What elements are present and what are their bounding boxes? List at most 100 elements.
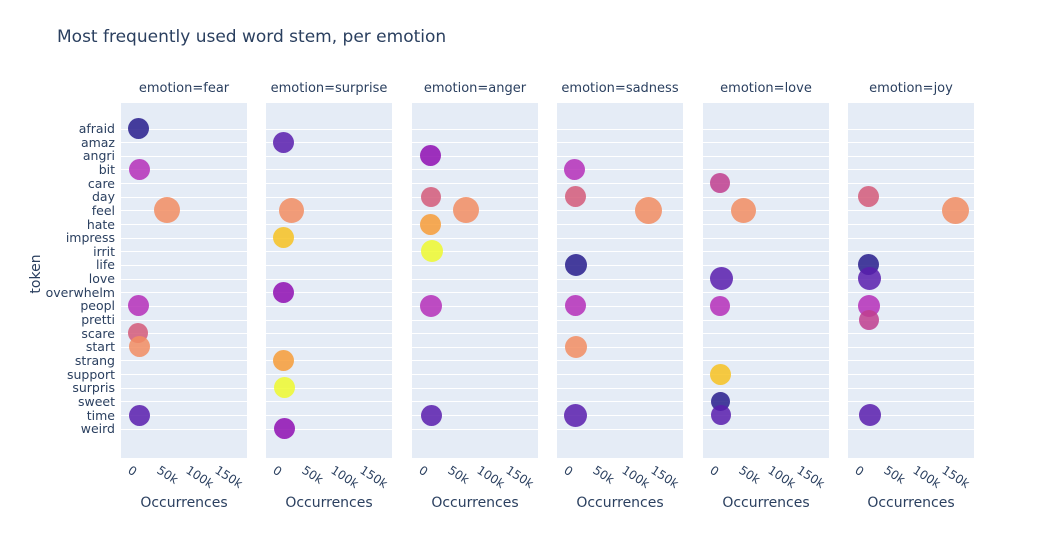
gridline: [412, 360, 538, 362]
gridline: [412, 169, 538, 171]
point-joy-pretti[interactable]: [859, 309, 880, 330]
y-tick-label-afraid: afraid: [78, 121, 115, 136]
gridline: [412, 428, 538, 430]
point-anger-hate[interactable]: [420, 213, 442, 235]
point-fear-feel[interactable]: [153, 197, 180, 224]
point-joy-day[interactable]: [858, 186, 880, 208]
gridline: [703, 237, 829, 239]
x-tick-label-fear-100k: 100k: [183, 463, 217, 492]
point-sadness-day[interactable]: [565, 186, 587, 208]
facet-title-surprise: emotion=surprise: [270, 81, 388, 96]
gridline: [848, 401, 974, 403]
y-tick-label-surpris: surpris: [72, 380, 115, 396]
point-love-care[interactable]: [710, 173, 731, 194]
gridline: [266, 346, 392, 348]
facet-panel-fear[interactable]: [121, 103, 247, 458]
gridline: [557, 224, 683, 225]
point-surprise-surpris[interactable]: [273, 377, 295, 399]
gridline: [121, 155, 247, 157]
x-axis-title-sadness: Occurrences: [576, 495, 664, 511]
point-surprise-strang[interactable]: [273, 349, 295, 371]
point-sadness-peopl[interactable]: [564, 295, 586, 317]
gridline: [412, 278, 538, 280]
point-fear-bit[interactable]: [128, 158, 150, 180]
point-surprise-feel[interactable]: [279, 197, 305, 223]
gridline: [848, 428, 974, 430]
gridline: [848, 210, 974, 212]
point-sadness-bit[interactable]: [564, 158, 586, 180]
gridline: [266, 428, 392, 430]
point-surprise-amaz[interactable]: [273, 131, 295, 153]
x-tick-label-sadness-50k: 50k: [590, 463, 617, 487]
gridline: [121, 387, 247, 389]
point-surprise-weird[interactable]: [273, 418, 295, 440]
gridline: [266, 183, 392, 185]
point-sadness-life[interactable]: [564, 253, 587, 276]
point-fear-peopl[interactable]: [128, 295, 150, 317]
facet-panel-anger[interactable]: [412, 103, 538, 458]
point-anger-angri[interactable]: [420, 145, 442, 167]
point-love-support[interactable]: [709, 363, 731, 385]
gridline: [412, 183, 538, 185]
point-fear-time[interactable]: [128, 404, 150, 426]
point-joy-love[interactable]: [858, 267, 882, 291]
x-axis-title-joy: Occurrences: [867, 495, 955, 511]
gridline: [412, 374, 538, 376]
point-anger-day[interactable]: [420, 186, 441, 207]
gridline: [557, 305, 683, 307]
gridline: [266, 169, 392, 171]
y-tick-label-amaz: amaz: [80, 134, 115, 150]
point-fear-start[interactable]: [128, 336, 150, 358]
gridline: [121, 196, 247, 198]
point-joy-feel[interactable]: [942, 196, 970, 224]
point-love-love[interactable]: [710, 267, 734, 291]
gridline: [703, 264, 829, 266]
gridline: [848, 278, 974, 280]
gridline: [557, 292, 683, 294]
facet-panel-love[interactable]: [703, 103, 829, 458]
gridline: [121, 264, 247, 266]
gridline: [703, 305, 829, 307]
y-tick-label-impress: impress: [65, 230, 115, 246]
x-tick-label-love-0: 0: [707, 463, 722, 479]
gridline: [121, 428, 247, 430]
gridline: [121, 169, 247, 171]
gridline: [412, 415, 538, 417]
x-tick-label-sadness-0: 0: [561, 463, 576, 479]
y-tick-label-care: care: [87, 175, 115, 191]
gridline: [266, 210, 392, 212]
gridline: [848, 333, 974, 335]
point-love-peopl[interactable]: [710, 295, 731, 316]
point-anger-time[interactable]: [420, 404, 442, 426]
gridline: [121, 278, 247, 280]
gridline: [703, 210, 829, 212]
point-love-time[interactable]: [710, 405, 731, 426]
point-anger-peopl[interactable]: [419, 294, 442, 317]
point-anger-irrit[interactable]: [421, 240, 444, 263]
point-surprise-overwhelm[interactable]: [272, 281, 294, 303]
gridline: [557, 128, 683, 130]
point-anger-feel[interactable]: [452, 197, 479, 224]
x-tick-label-surprise-0: 0: [270, 463, 285, 479]
gridline: [266, 292, 392, 294]
point-fear-afraid[interactable]: [127, 118, 149, 139]
point-love-feel[interactable]: [730, 197, 756, 223]
facet-panel-surprise[interactable]: [266, 103, 392, 458]
gridline: [703, 292, 829, 294]
point-sadness-feel[interactable]: [635, 196, 663, 224]
gridline: [703, 278, 829, 280]
point-sadness-start[interactable]: [564, 335, 587, 358]
gridline: [703, 401, 829, 403]
facet-panel-joy[interactable]: [848, 103, 974, 458]
facet-panel-sadness[interactable]: [557, 103, 683, 458]
gridline: [412, 155, 538, 157]
facet-title-anger: emotion=anger: [423, 81, 527, 96]
gridline: [412, 387, 538, 389]
point-surprise-impress[interactable]: [273, 227, 295, 249]
gridline: [412, 196, 538, 198]
point-joy-time[interactable]: [858, 404, 881, 427]
point-sadness-time[interactable]: [564, 403, 588, 427]
gridline: [266, 387, 392, 389]
y-tick-label-weird: weird: [80, 421, 115, 437]
